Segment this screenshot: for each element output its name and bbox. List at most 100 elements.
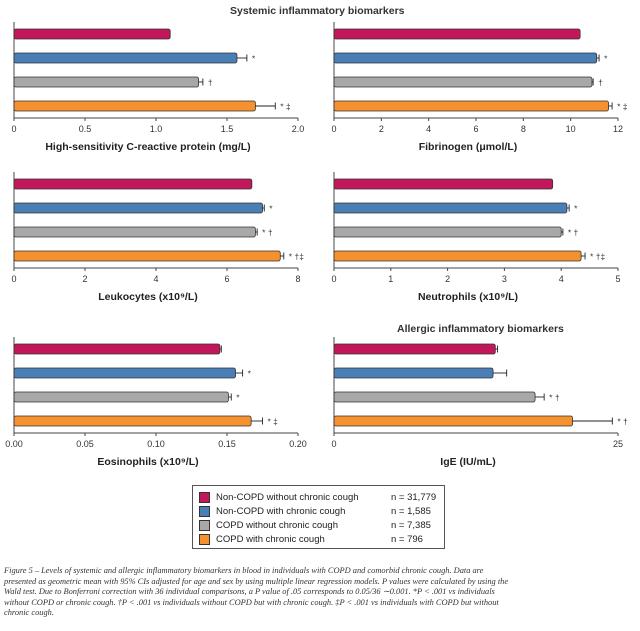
- bar: [13, 367, 236, 379]
- x-tick-label: 0: [331, 439, 336, 449]
- x-tick-label: 25: [613, 439, 623, 449]
- x-tick-label: 0: [331, 124, 336, 134]
- legend-item: Non-COPD with chronic cough n = 1,585: [199, 504, 438, 518]
- bar: [333, 415, 573, 427]
- x-tick-label: 4: [426, 124, 431, 134]
- significance-label: * ‡: [617, 102, 628, 112]
- x-axis-title: Leukocytes (x10⁹/L): [98, 291, 198, 303]
- fibrinogen-chart: 0 2 4 6 8 10 12 * † * ‡ Fibrinogen (μmol/L): [331, 22, 628, 153]
- x-tick-label: 8: [521, 124, 526, 134]
- caption-line: presented as geometric mean with 95% CIs…: [4, 576, 509, 586]
- ige-chart: 0 25 * † * † IgE (IU/mL): [331, 337, 628, 468]
- legend-swatch: [199, 491, 210, 503]
- x-tick-label: 1.0: [150, 124, 163, 134]
- legend-item: COPD with chronic cough n = 796: [199, 532, 438, 546]
- significance-label: *: [252, 54, 256, 64]
- bar: [333, 76, 593, 88]
- x-tick-label: 1: [388, 274, 393, 284]
- x-tick-label: 2: [445, 274, 450, 284]
- x-tick-label: 2: [379, 124, 384, 134]
- x-tick-label: 0: [11, 274, 16, 284]
- bar: [333, 100, 609, 112]
- legend-count: n = 31,779: [391, 491, 437, 503]
- significance-label: * †‡: [289, 252, 304, 262]
- x-axis-title: Fibrinogen (μmol/L): [419, 141, 518, 153]
- crp-chart: 0 0.5 1.0 1.5 2.0 * † * ‡ High-sensitivity C-rea…: [11, 22, 305, 153]
- legend-label: Non-COPD with chronic cough: [216, 505, 346, 517]
- significance-label: * †: [568, 228, 579, 238]
- bar: [333, 202, 568, 214]
- bar: [333, 226, 562, 238]
- x-tick-label: 0.00: [5, 439, 23, 449]
- x-axis-title: IgE (IU/mL): [440, 456, 495, 468]
- bar: [333, 28, 581, 40]
- bar: [13, 28, 171, 40]
- x-axis-title: Eosinophils (x10⁹/L): [97, 456, 198, 468]
- legend-label: COPD without chronic cough: [216, 519, 338, 531]
- legend-count: n = 796: [391, 533, 423, 545]
- legend-item: COPD without chronic cough n = 7,385: [199, 518, 438, 532]
- significance-label: *: [248, 369, 252, 379]
- significance-label: *: [269, 204, 273, 214]
- legend-item: Non-COPD without chronic cough n = 31,77…: [199, 490, 438, 504]
- legend-label: Non-COPD without chronic cough: [216, 491, 359, 503]
- bar: [13, 202, 263, 214]
- bar: [13, 100, 256, 112]
- bar: [13, 52, 238, 64]
- x-tick-label: 6: [224, 274, 229, 284]
- allergic-section-title: Allergic inflammatory biomarkers: [397, 323, 564, 335]
- significance-label: †: [598, 78, 603, 88]
- eosinophils-chart: 0.00 0.05 0.10 0.15 0.20 * * * ‡ Eosinophils (x1…: [5, 337, 307, 468]
- x-tick-label: 2: [82, 274, 87, 284]
- bar: [13, 226, 256, 238]
- bar: [13, 250, 281, 262]
- legend-count: n = 1,585: [391, 505, 431, 517]
- significance-label: *: [574, 204, 578, 214]
- bar: [13, 415, 252, 427]
- systemic-section-title: Systemic inflammatory biomarkers: [230, 5, 405, 17]
- x-tick-label: 0.20: [289, 439, 307, 449]
- x-tick-label: 3: [502, 274, 507, 284]
- caption-line: without COPD or chronic cough. †P < .001…: [4, 597, 499, 607]
- bar: [333, 52, 598, 64]
- bar: [333, 343, 496, 355]
- x-tick-label: 10: [566, 124, 576, 134]
- x-axis-title: High-sensitivity C-reactive protein (mg/…: [45, 141, 250, 153]
- significance-label: * ‡: [268, 417, 279, 427]
- figure-caption: Figure 5 – Levels of systemic and allerg…: [4, 566, 636, 619]
- bar: [333, 250, 582, 262]
- bar: [333, 367, 494, 379]
- leukocytes-chart: 0 2 4 6 8 * * † * †‡ Leukocytes (x10⁹/L): [11, 172, 304, 303]
- x-tick-label: 0.10: [147, 439, 165, 449]
- caption-line: Wald test. Due to Bonferroni correction …: [4, 587, 495, 597]
- neutrophils-chart: 0 1 2 3 4 5 * * † * †‡ Neutrophils (x10⁹/L): [331, 172, 621, 303]
- caption-line: Figure 5 – Levels of systemic and allerg…: [4, 566, 484, 575]
- bar: [13, 391, 229, 403]
- x-tick-label: 8: [295, 274, 300, 284]
- bar: [13, 76, 200, 88]
- significance-label: * ‡: [280, 102, 291, 112]
- significance-label: * †‡: [590, 252, 605, 262]
- x-tick-label: 5: [615, 274, 620, 284]
- significance-label: *: [604, 54, 608, 64]
- x-tick-label: 0.05: [76, 439, 94, 449]
- legend: Non-COPD without chronic cough n = 31,77…: [192, 485, 445, 549]
- significance-label: * †: [617, 417, 628, 427]
- x-tick-label: 0: [331, 274, 336, 284]
- legend-swatch: [199, 505, 210, 517]
- x-tick-label: 6: [473, 124, 478, 134]
- x-axis-title: Neutrophils (x10⁹/L): [418, 291, 518, 303]
- significance-label: *: [236, 393, 240, 403]
- bar: [13, 343, 221, 355]
- x-tick-label: 2.0: [292, 124, 305, 134]
- x-tick-label: 0.15: [218, 439, 236, 449]
- bar: [13, 178, 253, 190]
- legend-count: n = 7,385: [391, 519, 431, 531]
- legend-label: COPD with chronic cough: [216, 533, 325, 545]
- x-tick-label: 12: [613, 124, 623, 134]
- significance-label: * †: [549, 393, 560, 403]
- x-tick-label: 4: [559, 274, 564, 284]
- legend-swatch: [199, 519, 210, 531]
- x-tick-label: 0: [11, 124, 16, 134]
- x-tick-label: 0.5: [79, 124, 92, 134]
